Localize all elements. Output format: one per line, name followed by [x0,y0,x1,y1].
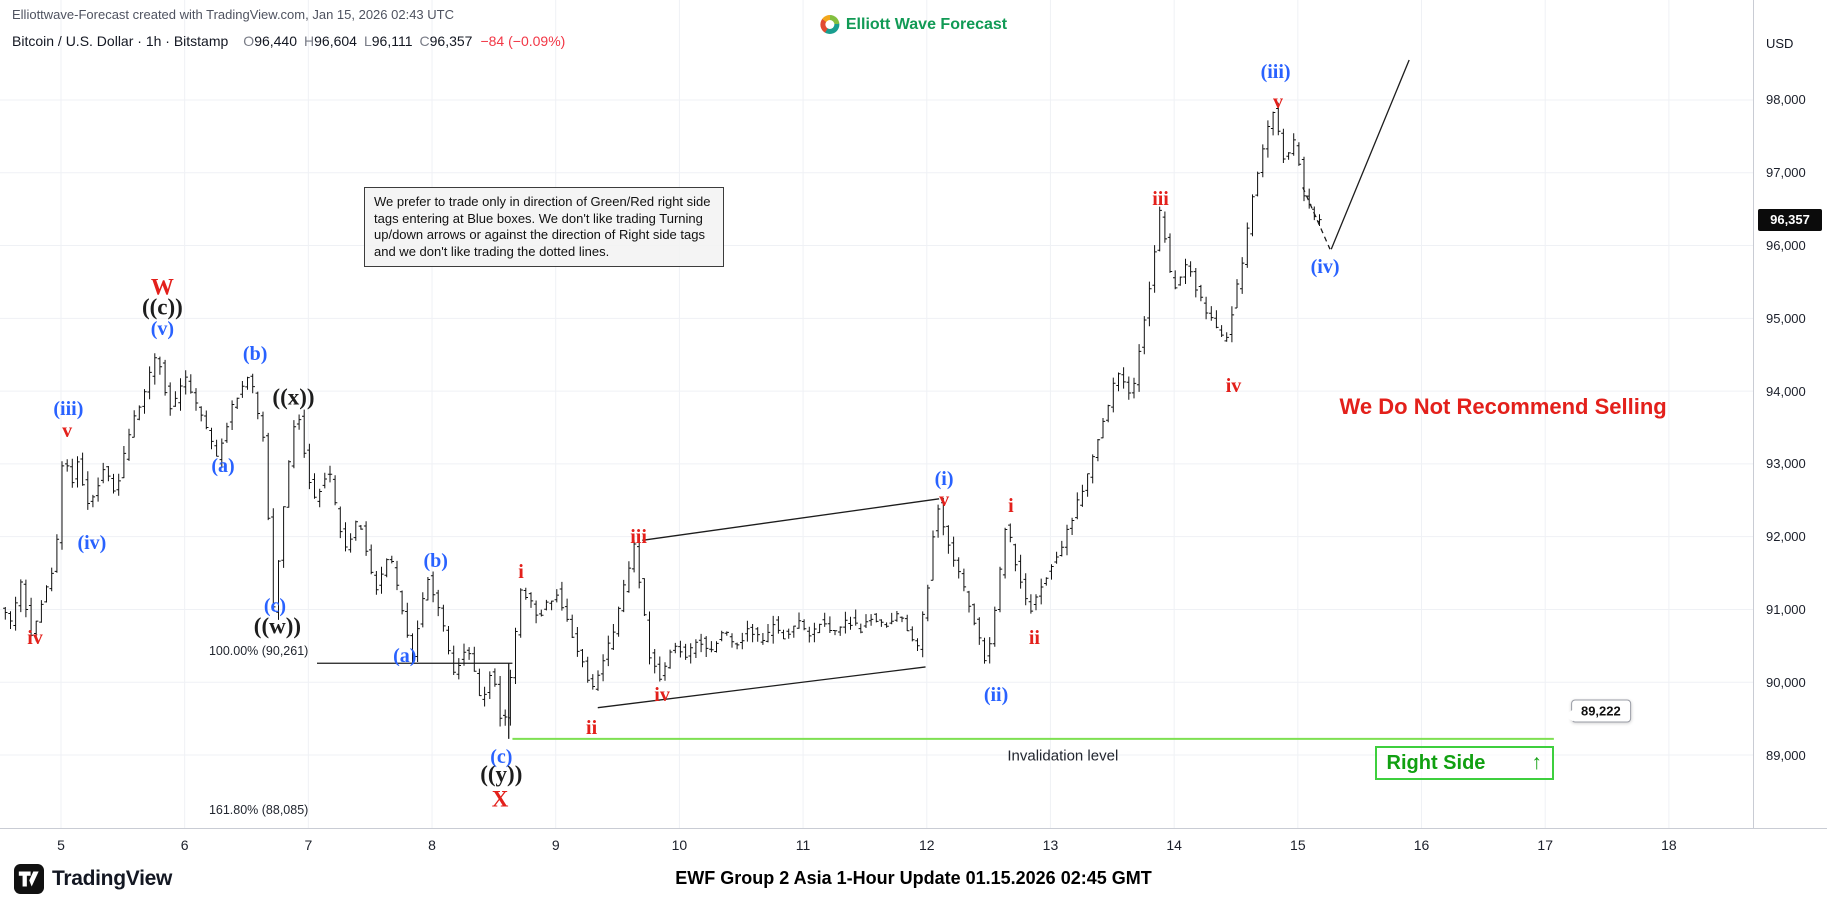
time-axis-label: 13 [1042,837,1059,853]
ohlc-field-value: 96,357 [429,33,473,49]
last-price-tag: 96,357 [1758,208,1822,231]
elliott-wave-forecast-logo-icon [819,15,839,34]
symbol-title: Bitcoin / U.S. Dollar · 1h · Bitstamp [12,33,229,49]
brand-name: Elliott Wave Forecast [845,15,1008,33]
time-axis-label: 11 [795,837,811,853]
change-value: −84 (−0.09%) [480,33,566,49]
price-axis-label: 91,000 [1766,601,1806,617]
price-chart-canvas[interactable] [0,0,1753,828]
tradingview-logo-icon [14,864,44,894]
ohlc-field-label: L [363,33,372,49]
ohlc-field-label: C [419,33,430,49]
price-axis-label: 97,000 [1766,165,1806,181]
price-axis-label: 93,000 [1766,456,1806,472]
time-axis-label: 6 [180,837,189,853]
tradingview-wordmark: TradingView [52,867,173,890]
symbol-info-row: Bitcoin / U.S. Dollar · 1h · Bitstamp O9… [12,33,565,49]
projection-line [1330,59,1410,250]
watermark-text: Elliottwave-Forecast created with Tradin… [12,7,454,22]
time-axis-label: 18 [1661,837,1677,853]
time-axis[interactable]: 5 6 7 8 9 10 11 12 13 14 15 16 17 18 [0,828,1827,859]
time-axis-label: 17 [1537,837,1553,853]
price-axis-label: 98,000 [1766,92,1806,108]
ohlc-field-label: O [243,33,255,49]
time-axis-label: 8 [428,837,436,853]
price-axis-label: 89,000 [1766,747,1806,763]
price-axis-label: 96,000 [1766,238,1806,254]
currency-label: USD [1766,36,1794,51]
price-axis-label: 90,000 [1766,674,1806,690]
time-axis-label: 12 [918,837,935,853]
time-axis-label: 7 [304,837,313,853]
time-axis-label: 16 [1413,837,1430,853]
footer: TradingView EWF Group 2 Asia 1-Hour Upda… [0,858,1827,912]
time-axis-label: 15 [1290,837,1306,853]
price-axis-label: 94,000 [1766,383,1806,399]
price-axis-label: 95,000 [1766,310,1806,326]
time-axis-label: 5 [57,837,65,853]
pullback-dashed [1302,187,1331,250]
brand: Elliott Wave Forecast [819,15,1008,34]
ohlc-field-value: 96,604 [314,33,357,49]
time-axis-label: 9 [551,837,560,853]
update-title: EWF Group 2 Asia 1-Hour Update 01.15.202… [675,868,1152,888]
price-axis[interactable]: USD 89,000 90,000 91,000 92,000 93,000 94,000… [1753,0,1827,828]
ohlc-field-value: 96,111 [371,33,413,49]
price-axis-label: 92,000 [1766,529,1806,545]
ohlc-field-value: 96,440 [254,33,298,49]
ohlc-field-label: H [304,33,315,49]
channel-bottom [597,666,926,709]
time-axis-label: 14 [1166,837,1182,853]
chart-area[interactable]: We prefer to trade only in direction of … [0,0,1753,828]
ohlc-values: O96,440 H96,604 L96,111 C96,357 [236,33,472,49]
tradingview-logo: TradingView [14,864,172,894]
time-axis-label: 10 [671,837,688,853]
channel-top [642,498,940,541]
